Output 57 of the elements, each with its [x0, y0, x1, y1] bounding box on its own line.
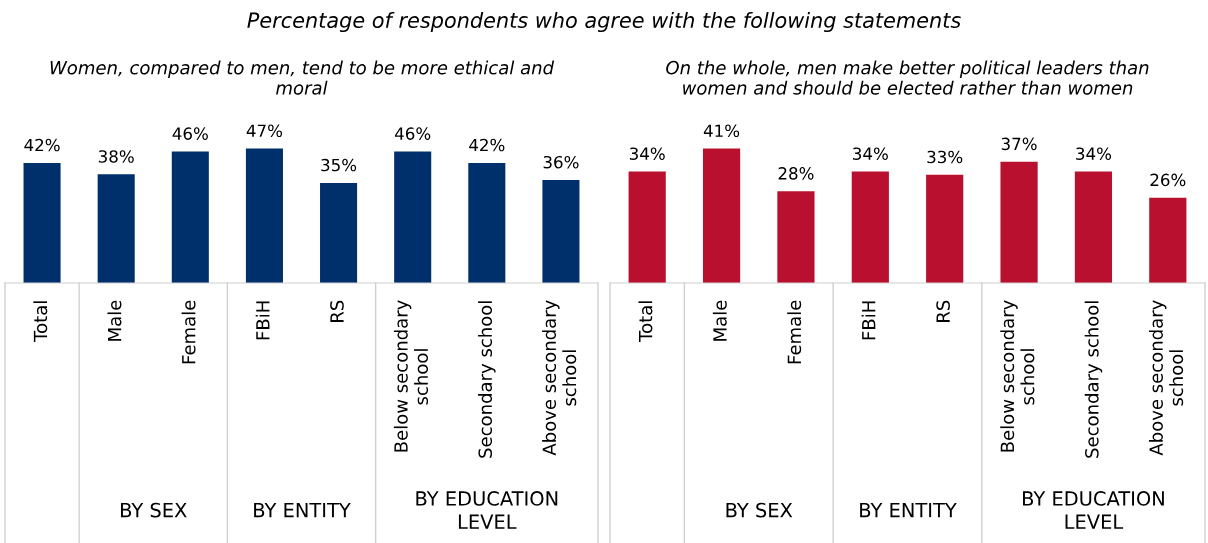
bar: [394, 151, 432, 283]
x-tick-label: Below secondary school: [1000, 300, 1035, 452]
x-tick-label: Below secondary school: [393, 300, 429, 452]
data-label: 36%: [543, 155, 579, 169]
data-label: 42%: [469, 138, 505, 152]
data-label: 46%: [172, 127, 208, 140]
data-label: 37%: [1001, 137, 1037, 151]
bar: [320, 182, 358, 283]
data-label: 33%: [927, 150, 963, 164]
chart-title: On the whole, men make better political leaders than women and should be elected rather than women: [666, 60, 1149, 95]
x-tick-label: Total: [638, 301, 653, 342]
data-label: 28%: [778, 167, 814, 180]
x-tick-label: Female: [181, 300, 196, 364]
bar: [777, 191, 815, 283]
text: BY SEX: [726, 502, 793, 518]
bar: [1000, 161, 1038, 283]
data-label: 34%: [1076, 147, 1112, 160]
text: BY SEX: [121, 502, 187, 518]
data-label: 47%: [246, 124, 283, 138]
bar: [245, 148, 283, 283]
data-label: 42%: [24, 138, 60, 152]
bar: [23, 162, 61, 283]
data-label: 35%: [321, 158, 357, 172]
bar: [702, 148, 741, 283]
text: BY ENTITY: [860, 502, 957, 518]
bar: [851, 171, 889, 283]
x-tick-label: Male: [712, 300, 727, 341]
data-label: 34%: [629, 147, 665, 160]
bar: [542, 180, 580, 283]
x-tick-label: Above secondary school: [542, 300, 577, 456]
bar: [171, 151, 209, 283]
text: BY EDUCATION LEVEL: [1023, 491, 1164, 529]
x-tick-label: Total: [33, 301, 48, 342]
data-label: 41%: [703, 124, 740, 138]
data-label: 34%: [853, 147, 888, 160]
x-tick-label: Secondary school: [478, 301, 496, 458]
x-tick-label: Above secondary school: [1148, 300, 1184, 456]
data-label: 26%: [1150, 173, 1186, 187]
bar: [1074, 171, 1113, 283]
x-tick-label: Secondary school: [1084, 301, 1103, 458]
bar: [628, 171, 666, 283]
chart-title: Women, compared to men, tend to be more ethical and moral: [50, 60, 555, 95]
chart-subtitle: Percentage of respondents who agree with the following statements: [247, 11, 961, 33]
text: BY EDUCATION LEVEL: [416, 491, 558, 529]
text: BY ENTITY: [254, 502, 351, 518]
x-tick-label: RS: [330, 300, 344, 322]
data-label: 46%: [394, 127, 431, 140]
x-tick-label: FBiH: [255, 301, 270, 340]
bar: [468, 162, 506, 283]
bar: [926, 174, 964, 283]
x-tick-label: FBiH: [861, 301, 876, 340]
x-tick-label: Male: [107, 300, 122, 341]
data-label: 38%: [98, 150, 134, 163]
bar: [1149, 197, 1187, 283]
bar: [97, 174, 135, 283]
x-tick-label: RS: [936, 300, 950, 322]
x-tick-label: Female: [787, 300, 802, 364]
